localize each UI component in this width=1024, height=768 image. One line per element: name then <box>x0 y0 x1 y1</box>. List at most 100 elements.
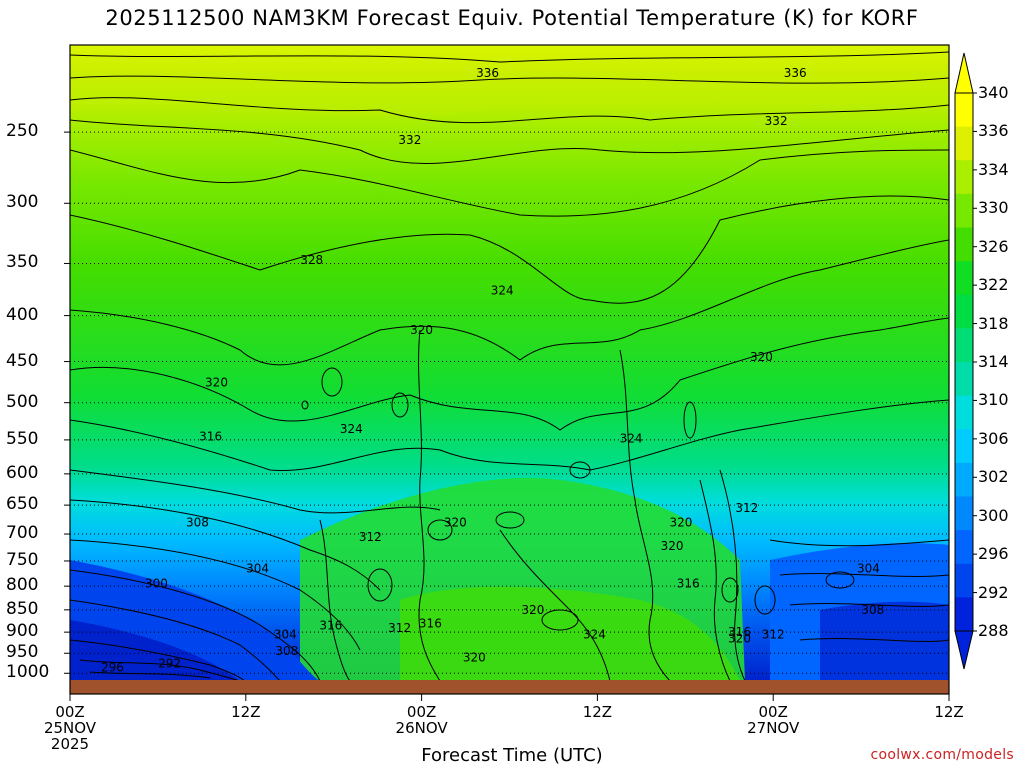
contour-label: 316 <box>199 429 222 443</box>
x-tick-sub: 26NOV <box>395 719 448 737</box>
colorbar-tick-label: 318 <box>978 313 1009 333</box>
x-tick-sub <box>909 720 989 736</box>
x-tick-label: 12Z <box>582 703 613 721</box>
contour-label: 320 <box>463 650 486 664</box>
colorbar-band <box>955 227 973 262</box>
contour-label: 324 <box>491 283 514 297</box>
contour-label: 312 <box>735 501 758 515</box>
colorbar-band <box>955 93 973 128</box>
contour-label: 304 <box>246 562 269 576</box>
contour-label: 324 <box>340 422 363 436</box>
plot-frame <box>69 44 950 695</box>
colorbar-tick-label: 296 <box>978 544 1009 564</box>
contour-label: 320 <box>410 323 433 337</box>
y-tick-label: 250 <box>6 121 39 142</box>
x-axis-label: Forecast Time (UTC) <box>421 745 603 766</box>
contour-label: 308 <box>275 644 298 658</box>
contour-label: 308 <box>861 603 884 617</box>
contour-label: 336 <box>476 66 499 80</box>
colorbar-tick-label: 336 <box>978 121 1009 141</box>
colorbar-tick-label: 330 <box>978 198 1009 218</box>
contour-label: 320 <box>669 516 692 530</box>
colorbar-tick-label: 302 <box>978 467 1009 487</box>
colorbar-band <box>955 362 973 397</box>
colorbar-band <box>955 597 973 632</box>
contour-label: 324 <box>583 627 606 641</box>
contour-label-layer: 336 3363323323283243203203203163243243083… <box>101 66 884 674</box>
contour-label: 332 <box>398 133 421 147</box>
colorbar-tick-label: 314 <box>978 352 1009 371</box>
y-tick-label: 850 <box>6 598 39 619</box>
y-tick-label: 400 <box>6 304 39 325</box>
contour-label: 312 <box>388 621 411 635</box>
y-tick-label: 1000 <box>6 662 50 683</box>
ground-strip <box>70 680 949 694</box>
x-tick-label-group: 00Z 26NOV <box>382 704 462 752</box>
colorbar-band <box>955 429 973 464</box>
contour-label: 320 <box>661 539 684 553</box>
y-tick-label: 650 <box>6 494 39 515</box>
contour-label: 336 <box>784 66 807 80</box>
contour-label: 300 <box>145 577 168 591</box>
colorbar-band <box>955 530 973 565</box>
colorbar-band <box>955 563 973 598</box>
x-gridlines <box>69 694 950 701</box>
y-tick-label: 600 <box>6 462 39 483</box>
contour-label: 308 <box>186 516 209 530</box>
colorbar-band <box>955 294 973 329</box>
contour-label: 316 <box>419 616 442 630</box>
colorbar-band <box>955 328 973 363</box>
contour-label: 320 <box>728 632 751 646</box>
contour-label: 320 <box>444 516 467 530</box>
colorbar-band <box>955 261 973 296</box>
x-tick-label-group: 12Z <box>909 704 989 752</box>
contour-label: 332 <box>765 114 788 128</box>
y-tick-label: 350 <box>6 252 39 273</box>
colorbar-tick-label: 340 <box>978 83 1009 102</box>
colorbar-tick-label: 292 <box>978 582 1009 602</box>
credit-text: coolwx.com/models <box>870 747 1014 763</box>
colorbar-band <box>955 395 973 430</box>
x-tick-label: 12Z <box>934 703 964 721</box>
contour-label: 320 <box>205 376 228 390</box>
colorbar-tick-label: 334 <box>978 159 1009 179</box>
x-tick-label-group: 00Z 27NOV <box>733 704 813 752</box>
contour-lines <box>70 51 949 681</box>
upper-zone <box>70 45 949 116</box>
x-tick-sub <box>206 720 286 736</box>
x-tick-label-group: 12Z <box>557 704 637 752</box>
contour-label: 324 <box>620 431 643 445</box>
x-tick-label-group: 00Z 25NOV 2025 <box>30 704 110 752</box>
x-tick-sub: 25NOV <box>43 719 97 737</box>
y-tick-label: 450 <box>6 350 39 371</box>
contour-label: 296 <box>101 660 124 674</box>
contour-label: 292 <box>158 656 181 670</box>
contour-label: 316 <box>319 619 342 633</box>
x-tick-label: 00Z <box>758 703 788 721</box>
colorbar-tick-label: 326 <box>978 236 1009 256</box>
y-tick-label: 500 <box>6 391 39 412</box>
x-tick-label: 12Z <box>231 703 261 721</box>
y-tick-label: 950 <box>6 642 39 663</box>
colorbar-band <box>955 193 973 228</box>
x-tick-sub: 27NOV <box>747 719 800 737</box>
colorbar-band <box>955 126 973 161</box>
contour-label: 312 <box>359 530 382 544</box>
contour-label: 316 <box>677 577 700 591</box>
gridlines <box>64 131 949 674</box>
x-tick-label: 00Z <box>55 703 85 721</box>
colorbar-band <box>955 462 973 497</box>
contour-label: 304 <box>274 627 297 641</box>
colorbar <box>954 52 977 670</box>
contour-label: 304 <box>857 562 880 576</box>
x-tick-sub2: 2025 <box>50 735 90 753</box>
colorbar-tick-label: 306 <box>978 428 1009 448</box>
y-tick-label: 300 <box>6 192 39 213</box>
warm-inner-region <box>400 586 740 681</box>
cold-core-left <box>70 620 240 681</box>
y-tick-label: 750 <box>6 549 39 570</box>
y-tick-label: 550 <box>6 428 39 449</box>
colorbar-tick-label: 310 <box>978 390 1009 410</box>
colorbar-tick-label: 322 <box>978 275 1009 295</box>
